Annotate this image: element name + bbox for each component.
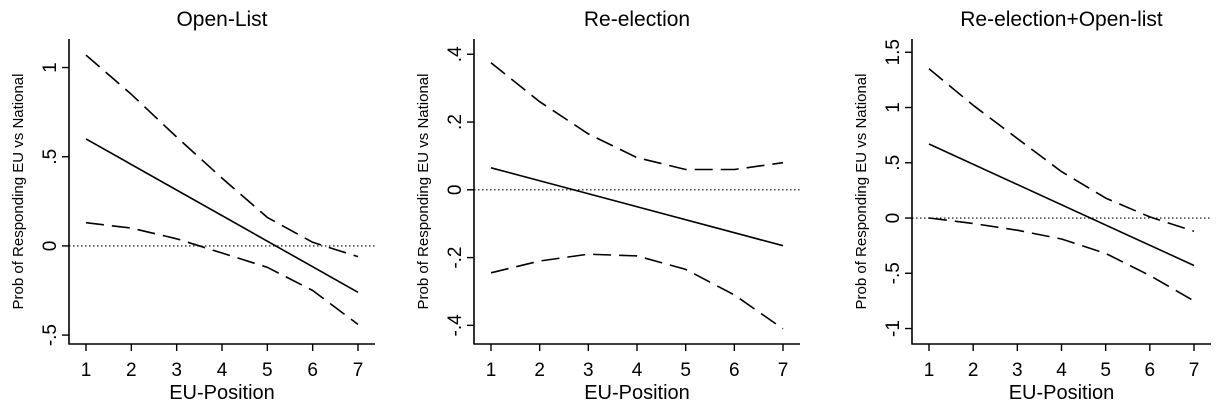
x-tick-label: 4 [217, 360, 228, 381]
y-tick-label: .4 [445, 46, 466, 62]
x-tick-label: 6 [1145, 360, 1156, 381]
x-tick-label: 3 [583, 360, 594, 381]
chart-panel-2: Re-election 1 2 3 4 5 6 7 -.4 -.2 0 .2 .4 EU-Position… [415, 8, 800, 404]
upper-ci-line [490, 62, 784, 171]
x-tick-label: 5 [262, 360, 273, 381]
y-tick-label: 0 [883, 213, 904, 224]
y-tick-label: -.5 [883, 262, 904, 284]
estimate-line [85, 138, 359, 293]
upper-ci-line [928, 68, 1195, 233]
x-axis-label: EU-Position [1009, 382, 1115, 404]
y-tick-label: -.4 [445, 314, 466, 337]
y-axis-label: Prob of Responding EU vs National [853, 74, 870, 310]
y-tick-label: -.5 [40, 324, 61, 346]
estimate-line [490, 167, 784, 247]
chart-panel-3: Re-election+Open-list 1 2 3 4 5 6 7 -1 -.5 0 .5 1 1.5… [853, 8, 1211, 404]
lower-ci-line [928, 217, 1195, 302]
x-tick-label: 5 [1100, 360, 1111, 381]
y-tick-label: 1 [883, 102, 904, 113]
chart-title: Open-List [176, 8, 267, 31]
x-tick-label: 3 [1012, 360, 1023, 381]
x-tick-label: 3 [171, 360, 182, 381]
chart-title: Re-election+Open-list [960, 8, 1163, 31]
x-tick-label: 4 [1056, 360, 1067, 381]
y-tick-label: .2 [445, 114, 466, 130]
estimate-line [928, 143, 1195, 267]
x-tick-label: 4 [632, 360, 643, 381]
y-tick-label: 1 [40, 62, 61, 73]
y-tick-label: 1.5 [883, 39, 904, 65]
x-tick-label: 1 [81, 360, 92, 381]
x-axis-label: EU-Position [169, 382, 275, 404]
x-tick-label: 7 [1189, 360, 1200, 381]
x-tick-label: 7 [353, 360, 364, 381]
x-tick-label: 2 [126, 360, 137, 381]
y-axis-label: Prob of Responding EU vs National [10, 74, 27, 310]
x-tick-label: 7 [778, 360, 789, 381]
chart-title: Re-election [584, 8, 690, 31]
y-tick-label: .5 [40, 149, 61, 165]
x-axis-label: EU-Position [584, 382, 690, 404]
x-tick-label: 6 [307, 360, 318, 381]
y-tick-label: -1 [883, 320, 904, 337]
lower-ci-line [490, 253, 784, 330]
x-tick-label: 2 [534, 360, 545, 381]
upper-ci-line [85, 54, 359, 258]
x-tick-label: 2 [968, 360, 979, 381]
y-tick-label: -.2 [445, 246, 466, 268]
chart-panel-1: Open-List 1 2 3 4 5 6 7 -.5 0 .5 1 EU-Position Prob o… [10, 8, 375, 404]
y-tick-label: 0 [445, 185, 466, 196]
lower-ci-line [85, 221, 359, 326]
y-tick-label: 0 [40, 241, 61, 252]
x-tick-label: 1 [924, 360, 935, 381]
x-tick-label: 5 [680, 360, 691, 381]
y-axis-label: Prob of Responding EU vs National [415, 74, 432, 310]
y-tick-label: .5 [883, 155, 904, 171]
x-tick-label: 1 [486, 360, 497, 381]
x-tick-label: 6 [729, 360, 740, 381]
